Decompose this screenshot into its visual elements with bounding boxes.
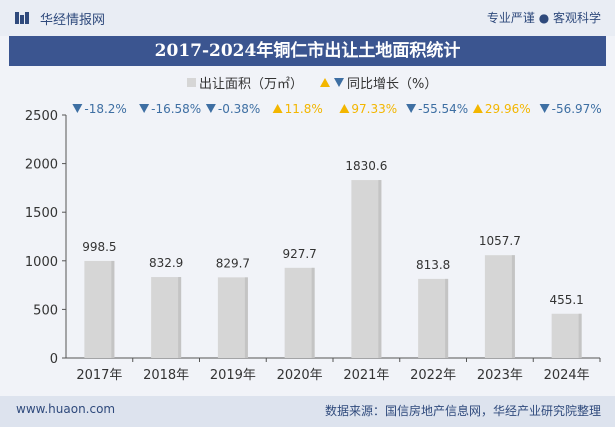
bar [484, 255, 515, 358]
footer-bar: www.huaon.com 数据来源：国信房地产信息网，华经产业研究院整理 [0, 396, 615, 427]
growth-label: 97.33% [351, 102, 397, 116]
x-tick-label: 2021年 [343, 368, 389, 383]
huajing-logo-icon [15, 12, 29, 24]
bar-shade [178, 277, 182, 358]
bar [351, 180, 382, 358]
x-tick-label: 2023年 [477, 368, 523, 383]
growth-label: 29.96% [485, 102, 531, 116]
bar-value-label: 998.5 [82, 240, 116, 254]
growth-down-arrow-icon [72, 104, 83, 113]
growth-label: 11.8% [285, 102, 323, 116]
bar-shade [511, 255, 515, 358]
legend-down-arrow-icon [334, 78, 344, 87]
bar [284, 267, 315, 358]
bar-value-label: 1830.6 [345, 159, 387, 173]
x-tick-label: 2020年 [277, 368, 323, 383]
footer-website: www.huaon.com [16, 402, 116, 416]
y-tick-label: 0 [50, 352, 58, 367]
growth-up-arrow-icon [472, 104, 483, 113]
bar [217, 277, 248, 358]
bar-shade [311, 267, 315, 358]
growth-down-arrow-icon [205, 104, 216, 113]
y-tick-label: 500 [33, 303, 58, 318]
legend-label: 出让面积（万㎡） [199, 77, 303, 92]
x-tick-label: 2022年 [410, 368, 456, 383]
growth-down-arrow-icon [539, 104, 550, 113]
growth-label: -56.97% [552, 102, 602, 116]
y-tick-label: 1000 [25, 255, 58, 270]
top-bar: 华经情报网 专业严谨 ● 客观科学 [0, 0, 615, 36]
legend-up-arrow-icon [320, 78, 330, 87]
bar-shade [578, 313, 582, 358]
bar-shade [445, 278, 449, 358]
tagline: 专业严谨 ● 客观科学 [486, 11, 601, 25]
bar-value-label: 927.7 [282, 247, 316, 261]
footer-source: 数据来源：国信房地产信息网，华经产业研究院整理 [324, 404, 601, 418]
legend-bar-swatch [187, 78, 196, 87]
growth-down-arrow-icon [406, 104, 417, 113]
growth-up-arrow-icon [339, 104, 350, 113]
growth-up-arrow-icon [272, 104, 283, 113]
growth-label: -16.58% [151, 102, 201, 116]
growth-label: -18.2% [84, 102, 126, 116]
growth-down-arrow-icon [139, 104, 150, 113]
x-tick-label: 2018年 [143, 368, 189, 383]
y-tick-label: 2500 [25, 109, 58, 124]
x-tick-label: 2024年 [544, 368, 590, 383]
legend-label: 同比增长（%） [347, 77, 437, 92]
bar [418, 278, 449, 358]
y-tick-label: 2000 [25, 158, 58, 173]
growth-label: -55.54% [418, 102, 468, 116]
growth-label: -0.38% [218, 102, 260, 116]
bar-value-label: 832.9 [149, 256, 183, 270]
bar-value-label: 829.7 [216, 256, 250, 270]
x-tick-label: 2019年 [210, 368, 256, 383]
y-tick-label: 1500 [25, 206, 58, 221]
bar-value-label: 1057.7 [479, 234, 521, 248]
x-tick-label: 2017年 [76, 368, 122, 383]
bar-value-label: 455.1 [549, 293, 583, 307]
bar-shade [244, 277, 248, 358]
bar-shade [378, 180, 382, 358]
bar [84, 260, 115, 358]
site-name: 华经情报网 [40, 13, 106, 28]
bar [551, 313, 582, 358]
bar-value-label: 813.8 [416, 258, 450, 272]
bar-shade [111, 260, 115, 358]
bar [151, 277, 182, 358]
chart-title: 2017-2024年铜仁市出让土地面积统计 [9, 36, 606, 66]
